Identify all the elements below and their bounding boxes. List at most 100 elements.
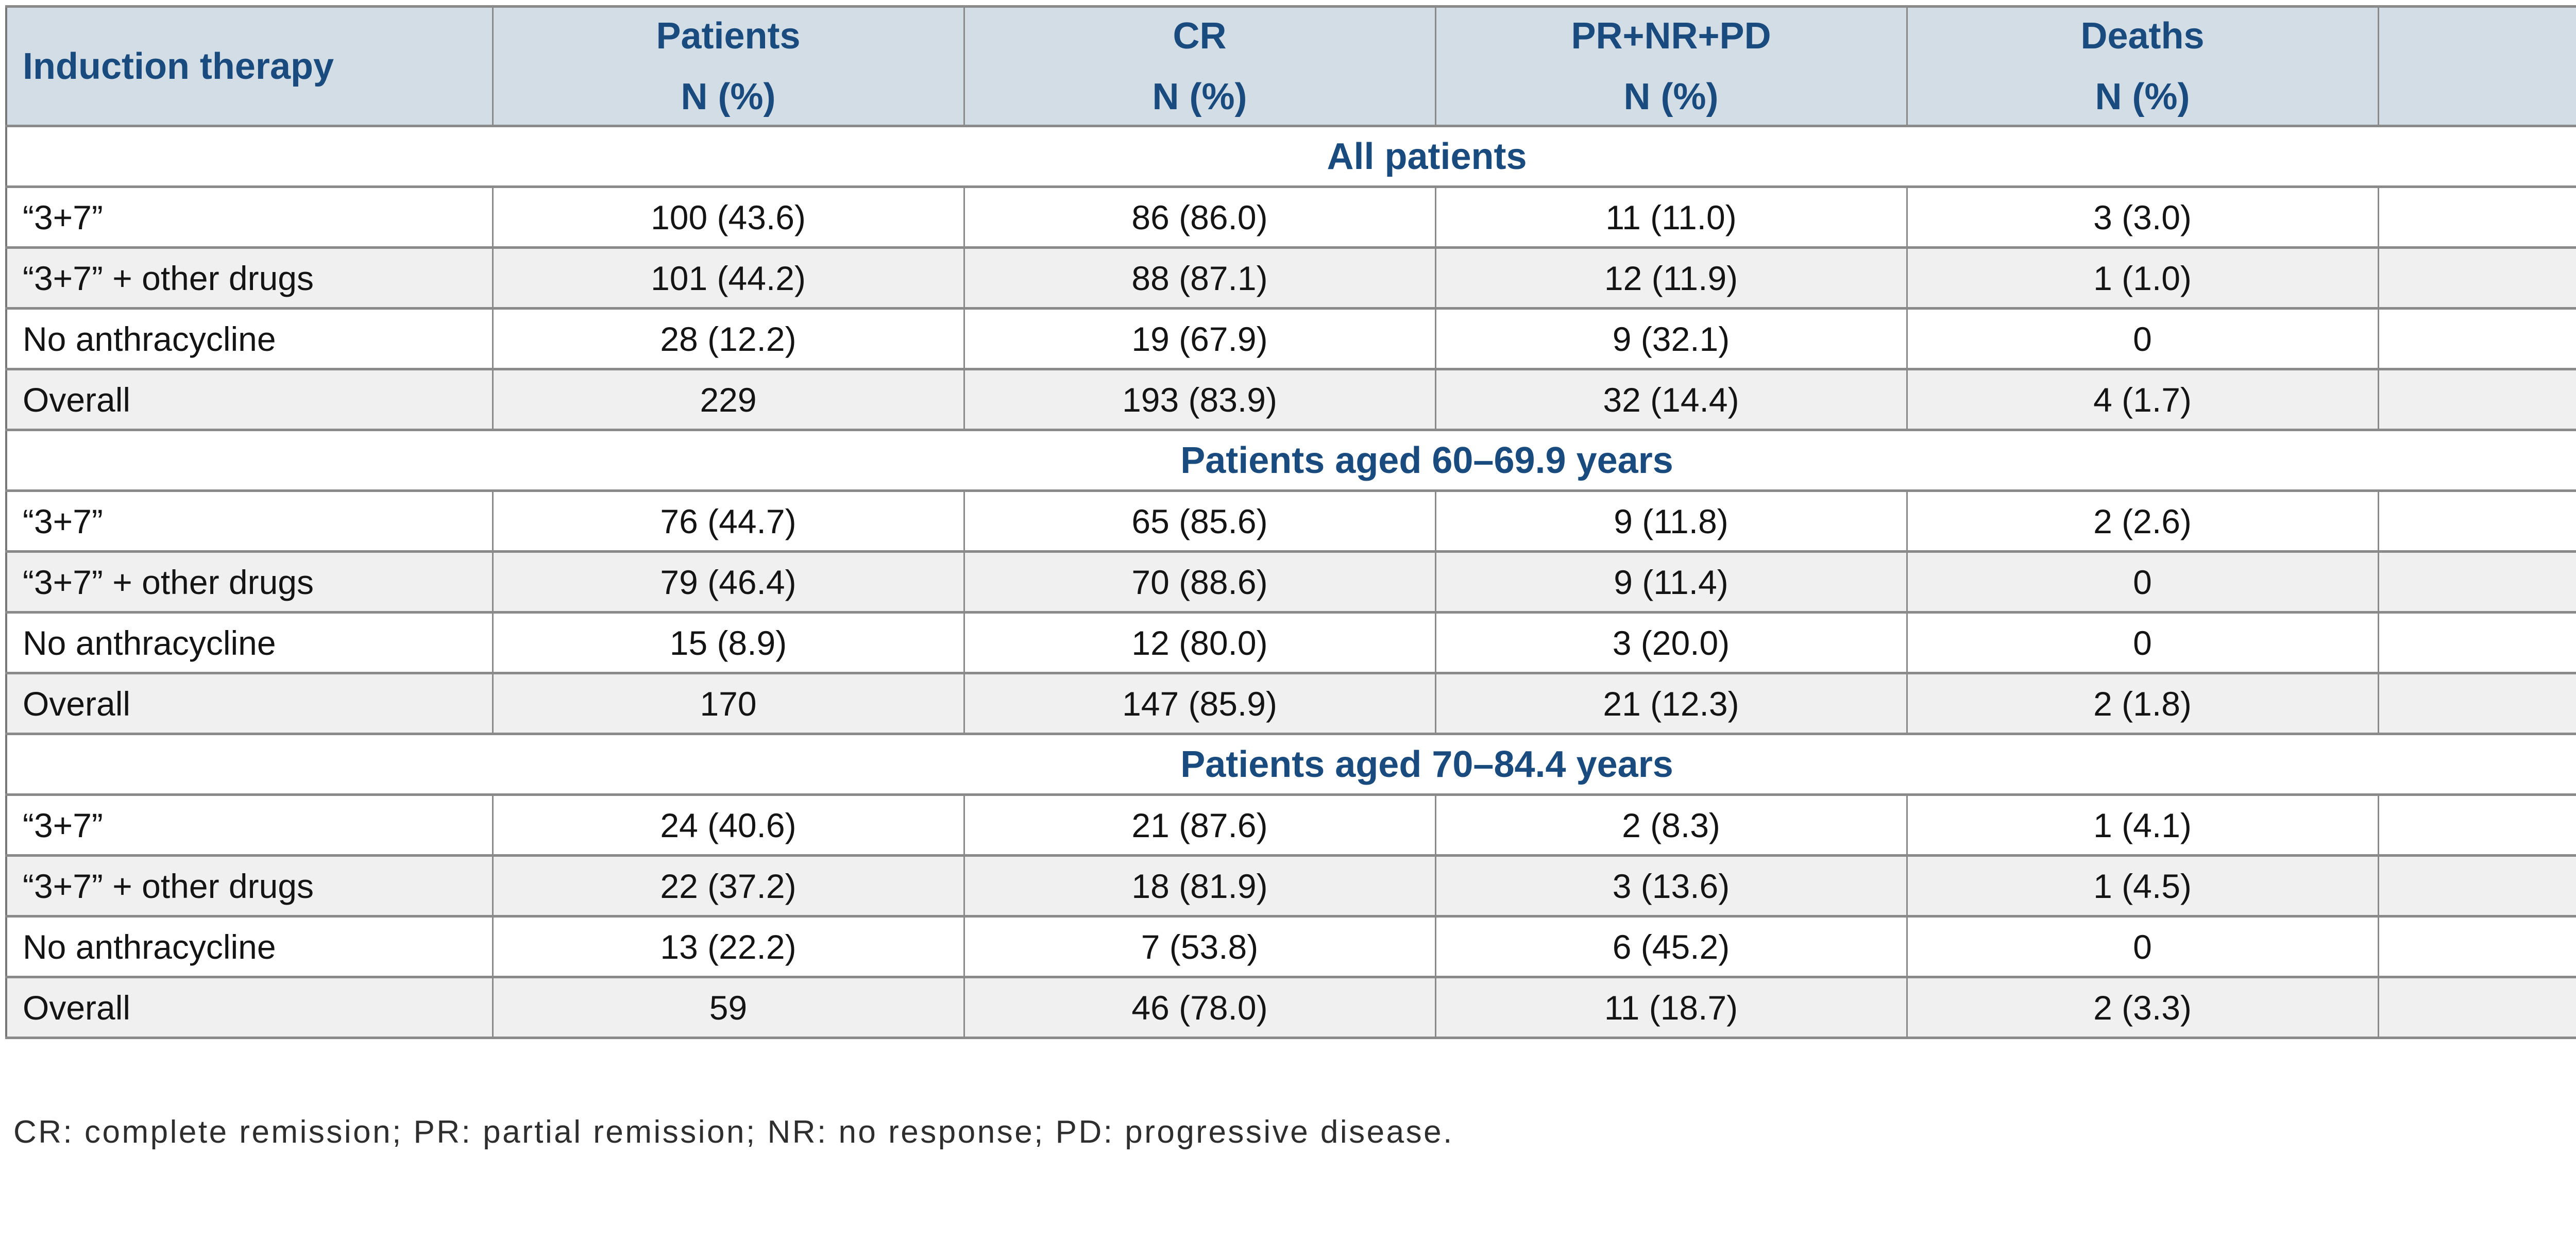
data-cell: 21 (87.6) xyxy=(963,793,1436,857)
header-row: Induction therapy Patients N (%) CR N (%… xyxy=(5,5,2576,127)
data-cell: - xyxy=(2377,246,2576,310)
section-header-row: All patients xyxy=(5,125,2576,188)
section-title: Patients aged 60–69.9 years xyxy=(5,429,2576,492)
data-cell: 2 (1.8) xyxy=(1906,672,2379,735)
header-patients: Patients N (%) xyxy=(492,5,965,127)
data-cell: 0.03 xyxy=(2377,368,2576,431)
data-cell: 22 (37.2) xyxy=(492,854,965,918)
data-cell: 9 (11.4) xyxy=(1434,550,1908,614)
data-cell: - xyxy=(2377,854,2576,918)
data-cell: 65 (85.6) xyxy=(963,489,1436,553)
row-label-cell: No anthracycline xyxy=(5,307,494,370)
data-cell: 147 (85.9) xyxy=(963,672,1436,735)
data-cell: 70 (88.6) xyxy=(963,550,1436,614)
data-cell: - xyxy=(2377,489,2576,553)
data-cell: 46 (78.0) xyxy=(963,976,1436,1039)
data-cell: 0 xyxy=(1906,611,2379,674)
header-label: Induction therapy xyxy=(23,45,334,87)
data-cell: 21 (12.3) xyxy=(1434,672,1908,735)
table-row: “3+7” + other drugs 79 (46.4) 70 (88.6) 9 (… xyxy=(5,550,2576,614)
table-row: “3+7” + other drugs 101 (44.2) 88 (87.1) 12… xyxy=(5,246,2576,310)
data-cell: 13 (22.2) xyxy=(492,915,965,978)
section-title: All patients xyxy=(5,125,2576,188)
table-row: “3+7”76 (44.7)65 (85.6)9 (11.8)2 (2.6)- xyxy=(5,489,2576,553)
row-label-cell: “3+7” xyxy=(5,793,494,857)
row-label-cell: “3+7” + other drugs xyxy=(5,854,494,918)
table-row: No anthracycline 13 (22.2) 7 (53.8) 6 (45.2… xyxy=(5,915,2576,978)
header-sublabel: N (%) xyxy=(681,76,776,117)
data-cell: 79 (46.4) xyxy=(492,550,965,614)
data-cell: 0 xyxy=(1906,915,2379,978)
data-cell: - xyxy=(2377,611,2576,674)
data-cell: 4 (1.7) xyxy=(1906,368,2379,431)
header-sublabel: N (%) xyxy=(2095,76,2190,117)
data-cell: 0.4 xyxy=(2377,672,2576,735)
header-sublabel: N (%) xyxy=(1152,76,1247,117)
header-deaths: Deaths N (%) xyxy=(1906,5,2379,127)
section-header-row: Patients aged 60–69.9 years xyxy=(5,429,2576,492)
data-cell: 59 xyxy=(492,976,965,1039)
header-label: Deaths xyxy=(2080,15,2205,57)
header-induction-therapy: Induction therapy xyxy=(5,5,494,127)
data-cell: 18 (81.9) xyxy=(963,854,1436,918)
header-sublabel: N (%) xyxy=(1623,76,1719,117)
header-label: PR+NR+PD xyxy=(1571,15,1771,57)
data-cell: - xyxy=(2377,915,2576,978)
data-cell: 170 xyxy=(492,672,965,735)
data-cell: 86 (86.0) xyxy=(963,185,1436,249)
table-row: “3+7” 100 (43.6) 86 (86.0) 11 (11.0) 3 (3.0)… xyxy=(5,185,2576,249)
row-label-cell: No anthracycline xyxy=(5,611,494,674)
data-cell: 1 (4.1) xyxy=(1906,793,2379,857)
row-label-cell: Overall xyxy=(5,368,494,431)
data-cell: 100 (43.6) xyxy=(492,185,965,249)
data-cell: 3 (20.0) xyxy=(1434,611,1908,674)
data-cell: 9 (32.1) xyxy=(1434,307,1908,370)
data-cell: - xyxy=(2377,793,2576,857)
data-cell: 0 xyxy=(1906,550,2379,614)
data-cell: 1 (1.0) xyxy=(1906,246,2379,310)
data-cell: 7 (53.8) xyxy=(963,915,1436,978)
data-cell: 11 (11.0) xyxy=(1434,185,1908,249)
row-label-cell: “3+7” + other drugs xyxy=(5,550,494,614)
table-row: No anthracycline 28 (12.2) 19 (67.9) 9 (32.… xyxy=(5,307,2576,370)
header-p-value: P xyxy=(2377,5,2576,127)
row-label-cell: “3+7” xyxy=(5,489,494,553)
data-cell: 2 (8.3) xyxy=(1434,793,1908,857)
data-cell: 0 xyxy=(1906,307,2379,370)
section-header-row: Patients aged 70–84.4 years xyxy=(5,733,2576,796)
data-cell: 3 (3.0) xyxy=(1906,185,2379,249)
data-cell: - xyxy=(2377,550,2576,614)
header-pr-nr-pd: PR+NR+PD N (%) xyxy=(1434,5,1908,127)
data-cell: 2 (2.6) xyxy=(1906,489,2379,553)
header-label: CR xyxy=(1173,15,1227,57)
row-label-cell: “3+7” + other drugs xyxy=(5,246,494,310)
data-cell: 11 (18.7) xyxy=(1434,976,1908,1039)
section-title: Patients aged 70–84.4 years xyxy=(5,733,2576,796)
data-cell: 9 (11.8) xyxy=(1434,489,1908,553)
data-cell: 193 (83.9) xyxy=(963,368,1436,431)
data-cell: 28 (12.2) xyxy=(492,307,965,370)
data-cell: 1 (4.5) xyxy=(1906,854,2379,918)
data-cell: 32 (14.4) xyxy=(1434,368,1908,431)
data-cell: 19 (67.9) xyxy=(963,307,1436,370)
data-cell: 6 (45.2) xyxy=(1434,915,1908,978)
table-row: “3+7”24 (40.6)21 (87.6)2 (8.3)1 (4.1)- xyxy=(5,793,2576,857)
data-cell: 15 (8.9) xyxy=(492,611,965,674)
induction-therapy-outcomes-table: Induction therapy Patients N (%) CR N (%… xyxy=(5,5,2576,1039)
data-cell: - xyxy=(2377,307,2576,370)
data-cell: 2 (3.3) xyxy=(1906,976,2379,1039)
data-cell: 12 (11.9) xyxy=(1434,246,1908,310)
data-cell: - xyxy=(2377,185,2576,249)
row-label-cell: “3+7” xyxy=(5,185,494,249)
data-cell: 76 (44.7) xyxy=(492,489,965,553)
table-row: “3+7” + other drugs 22 (37.2) 18 (81.9) 3 (… xyxy=(5,854,2576,918)
data-cell: 0.04 xyxy=(2377,976,2576,1039)
results-table-figure: Induction therapy Patients N (%) CR N (%… xyxy=(5,5,2576,1150)
data-cell: 12 (80.0) xyxy=(963,611,1436,674)
abbreviations-footnote: CR: complete remission; PR: partial remi… xyxy=(13,1114,1454,1150)
data-cell: 101 (44.2) xyxy=(492,246,965,310)
row-label-cell: Overall xyxy=(5,672,494,735)
